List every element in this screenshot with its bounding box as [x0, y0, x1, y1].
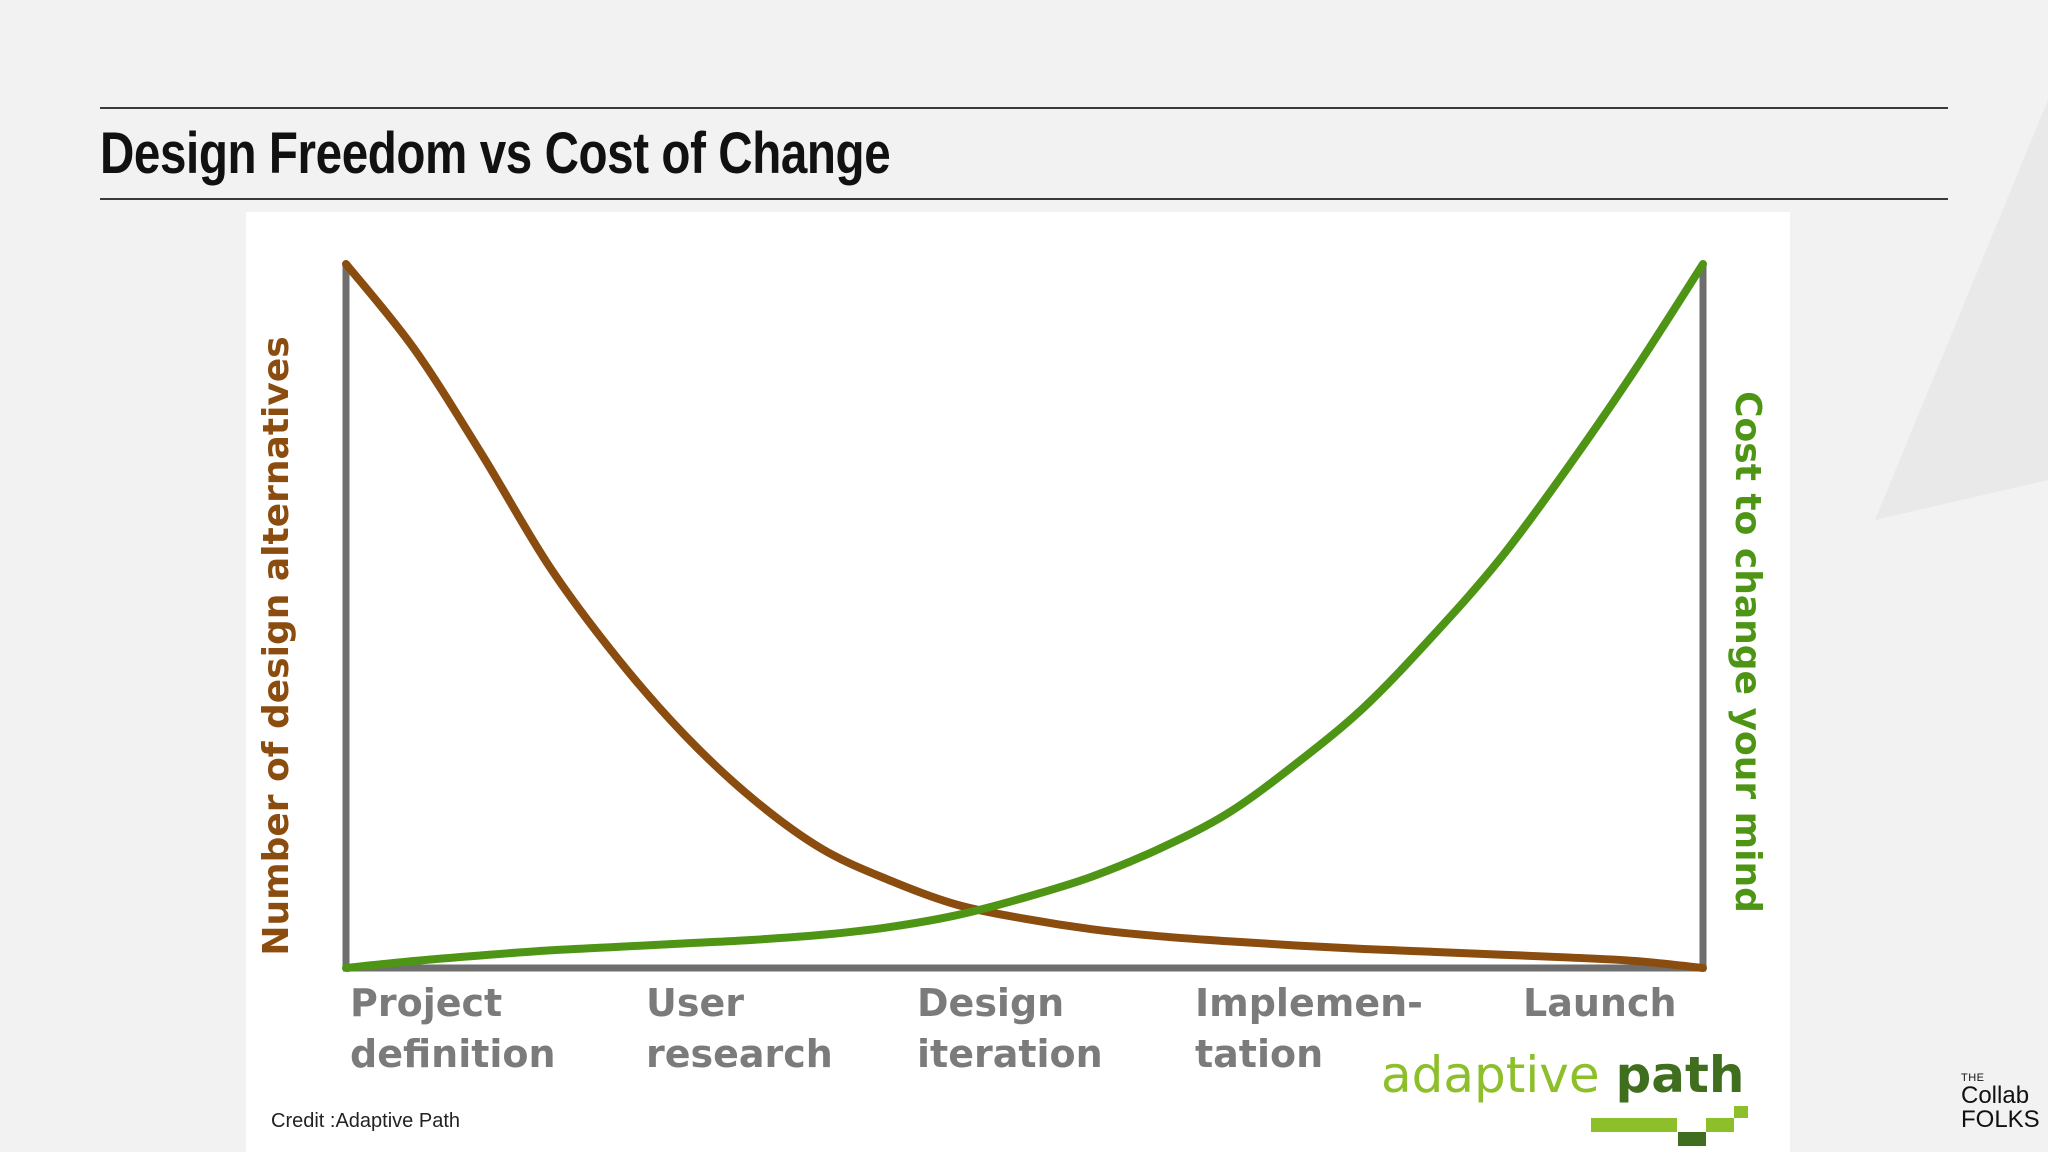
brand-text: adaptive path [1381, 1046, 1745, 1104]
brand-word-adaptive: adaptive [1381, 1046, 1616, 1104]
top-rule [100, 107, 1948, 109]
logo-collab: Collab [1961, 1082, 2030, 1109]
series-line-design-alternatives [342, 260, 1707, 972]
category-label: iteration [917, 1032, 1103, 1076]
brand-square [1678, 1132, 1706, 1146]
y-axis-title-left: Number of design alternatives [256, 336, 297, 955]
category-label: Launch [1523, 981, 1677, 1025]
category-label: definition [350, 1032, 556, 1076]
credit-text: Credit :Adaptive Path [271, 1110, 460, 1132]
category-label: Implemen- [1195, 981, 1423, 1025]
logo-the: THE [1961, 1072, 1985, 1084]
brand-square [1734, 1106, 1748, 1118]
category-label: tation [1195, 1032, 1323, 1076]
category-label: User [646, 981, 744, 1025]
category-label: research [646, 1032, 833, 1076]
y-axis-title-right: Cost to change your mind [1727, 391, 1768, 913]
logo-folks: FOLKS [1961, 1106, 2040, 1133]
bottom-rule [100, 198, 1948, 200]
brand-word-path: path [1616, 1046, 1745, 1104]
slide-title: Design Freedom vs Cost of Change [100, 121, 891, 186]
brand-square [1591, 1118, 1677, 1132]
category-label: Project [350, 981, 502, 1025]
series-line-cost-to-change [342, 260, 1707, 972]
category-label: Design [917, 981, 1064, 1025]
chart-panel: Number of design alternatives Cost to cha… [246, 212, 1790, 1152]
brand-square [1706, 1118, 1734, 1132]
collab-folks-logo: THE Collab FOLKS [1961, 1072, 2041, 1132]
chart: Number of design alternatives Cost to cha… [256, 260, 1768, 1146]
